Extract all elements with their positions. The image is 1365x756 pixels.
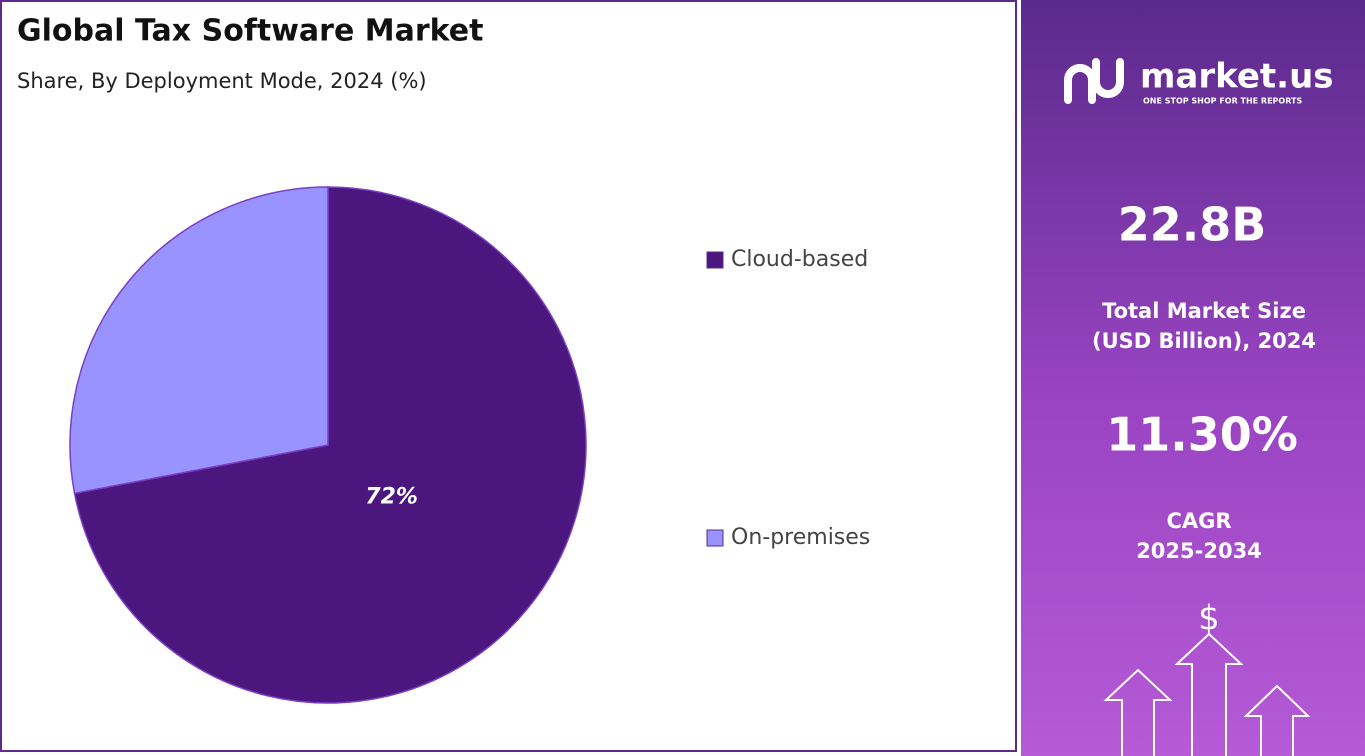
cagr-label: CAGR: [1166, 509, 1231, 533]
arrow: [1103, 668, 1173, 756]
dollar-icon: $: [1198, 599, 1220, 639]
logo: market.us ONE STOP SHOP FOR THE REPORTS: [1064, 57, 1334, 106]
arrows-decoration: [1103, 632, 1311, 756]
logo-text: market.us: [1140, 57, 1334, 97]
chart-subtitle: Share, By Deployment Mode, 2024 (%): [17, 69, 427, 93]
data-label: 72%: [365, 485, 418, 510]
legend-label: On-premises: [731, 525, 870, 550]
market-size-label: (USD Billion), 2024: [1092, 329, 1316, 353]
pie-slice: [73, 186, 587, 704]
cagr-value: 11.30%: [1106, 408, 1298, 462]
legend-label: Cloud-based: [731, 247, 868, 272]
arrow: [1243, 684, 1311, 756]
market-size-label: Total Market Size: [1102, 299, 1306, 323]
pie-slice: [69, 186, 329, 495]
legend-swatch: [706, 529, 724, 547]
arrow: [1174, 632, 1244, 756]
chart-title: Global Tax Software Market: [17, 14, 483, 49]
market-size: 22.8B: [1118, 198, 1267, 252]
side-panel: [1021, 0, 1365, 756]
logo-icon: [1064, 58, 1124, 104]
legend-swatch: [706, 251, 724, 269]
logo-tagline: ONE STOP SHOP FOR THE REPORTS: [1143, 97, 1302, 106]
cagr-label: 2025-2034: [1136, 539, 1262, 563]
